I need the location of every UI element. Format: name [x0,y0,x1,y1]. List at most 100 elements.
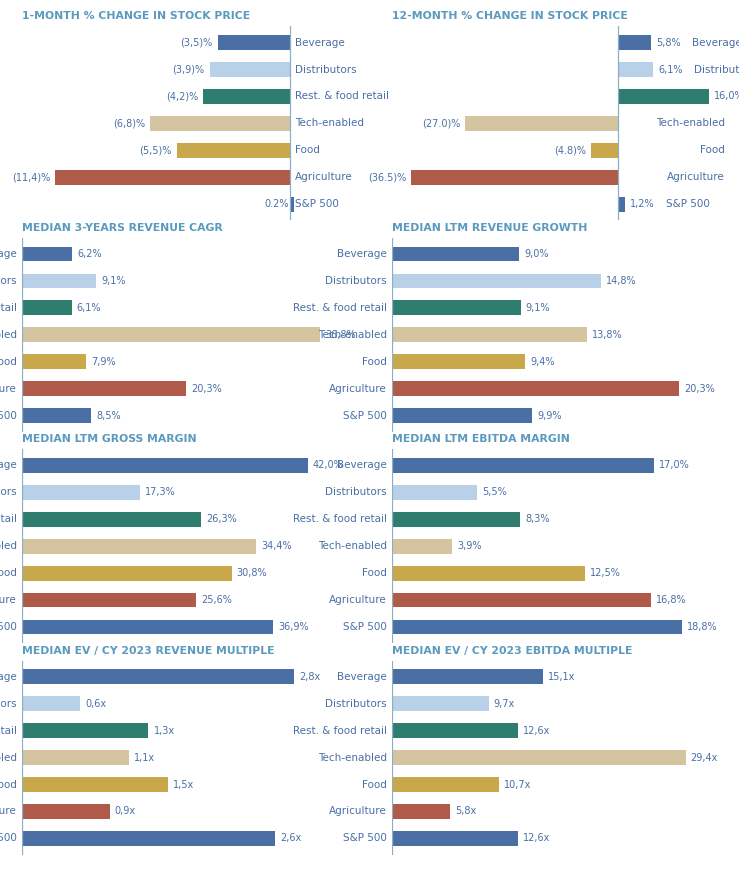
Text: 1,5x: 1,5x [173,780,194,789]
Bar [22,539,256,553]
Text: 9,9%: 9,9% [537,411,562,420]
Text: 3,9%: 3,9% [457,541,482,552]
Text: 12,6x: 12,6x [522,726,550,736]
Text: Rest. & food retail: Rest. & food retail [295,92,389,101]
Text: Tech-enabled: Tech-enabled [0,752,17,763]
Text: Rest. & food retail: Rest. & food retail [0,726,17,736]
Bar [22,273,96,288]
Text: S&P 500: S&P 500 [343,833,386,843]
Text: MEDIAN LTM REVENUE GROWTH: MEDIAN LTM REVENUE GROWTH [392,223,587,233]
Text: Tech-enabled: Tech-enabled [318,541,386,552]
Bar [392,328,588,342]
Text: S&P 500: S&P 500 [0,411,17,420]
Text: Food: Food [361,357,386,366]
Bar [22,512,201,527]
Bar [22,696,81,711]
Text: Tech-enabled: Tech-enabled [655,118,725,129]
Bar [177,143,290,158]
Text: Food: Food [361,568,386,578]
Bar [466,116,619,130]
Bar [392,354,525,369]
Text: (4,2)%: (4,2)% [166,92,198,101]
Text: Rest. & food retail: Rest. & food retail [293,726,386,736]
Bar [392,381,679,396]
Text: Tech-enabled: Tech-enabled [0,329,17,340]
Text: 2,6x: 2,6x [280,833,301,843]
Bar [22,619,273,634]
Text: 7,9%: 7,9% [91,357,116,366]
Text: Rest. & food retail: Rest. & food retail [0,515,17,524]
Text: 20,3%: 20,3% [191,383,222,394]
Text: (11,4)%: (11,4)% [12,172,50,182]
Text: Beverage: Beverage [692,38,739,48]
Bar [210,62,290,77]
Text: Agriculture: Agriculture [295,172,353,182]
Text: 15,1x: 15,1x [548,672,575,682]
Text: 9,0%: 9,0% [524,249,549,259]
Bar [392,408,532,423]
Text: Distributors: Distributors [325,276,386,286]
Text: Distributors: Distributors [0,699,17,709]
Text: MEDIAN EV / CY 2023 REVENUE MULTIPLE: MEDIAN EV / CY 2023 REVENUE MULTIPLE [22,646,275,655]
Bar [392,539,452,553]
Text: Food: Food [0,357,17,366]
Text: (3,9)%: (3,9)% [172,64,205,75]
Bar [392,593,651,608]
Text: 5,5%: 5,5% [482,487,506,498]
Text: 9,4%: 9,4% [530,357,554,366]
Text: Tech-enabled: Tech-enabled [0,541,17,552]
Text: (3,5)%: (3,5)% [180,38,213,48]
Text: Rest. & food retail: Rest. & food retail [0,303,17,313]
Bar [392,804,449,819]
Text: 8,5%: 8,5% [96,411,120,420]
Bar [218,35,290,50]
Text: 34,4%: 34,4% [261,541,292,552]
Text: MEDIAN LTM GROSS MARGIN: MEDIAN LTM GROSS MARGIN [22,434,197,444]
Bar [22,381,186,396]
Text: S&P 500: S&P 500 [666,199,709,209]
Text: Distributors: Distributors [325,487,386,498]
Text: (6,8)%: (6,8)% [112,118,145,129]
Text: 17,0%: 17,0% [659,461,690,470]
Text: S&P 500: S&P 500 [343,411,386,420]
Text: 13,8%: 13,8% [592,329,623,340]
Text: 26,3%: 26,3% [206,515,236,524]
Text: 0.2%: 0.2% [265,199,289,209]
Text: Agriculture: Agriculture [0,383,17,394]
Text: 5,8%: 5,8% [656,38,681,48]
Bar [203,89,290,104]
Bar [392,619,682,634]
Text: Beverage: Beverage [295,38,345,48]
Text: Beverage: Beverage [0,672,17,682]
Bar [22,670,294,685]
Text: 1,3x: 1,3x [154,726,174,736]
Bar [22,831,275,846]
Text: Distributors: Distributors [325,699,386,709]
Text: Food: Food [0,568,17,578]
Text: 9,7x: 9,7x [494,699,515,709]
Bar [392,670,542,685]
Bar [22,300,72,315]
Text: 9,1%: 9,1% [525,303,550,313]
Bar [22,458,307,473]
Bar [392,831,517,846]
Text: 42,0%: 42,0% [313,461,344,470]
Text: Tech-enabled: Tech-enabled [318,752,386,763]
Bar [22,328,320,342]
Text: 25,6%: 25,6% [201,595,232,605]
Text: Distributors: Distributors [694,64,739,75]
Text: 6,2%: 6,2% [78,249,102,259]
Text: (4.8)%: (4.8)% [554,145,586,155]
Text: 36,9%: 36,9% [278,622,309,632]
Text: Beverage: Beverage [337,672,386,682]
Bar [392,723,517,738]
Text: Beverage: Beverage [0,461,17,470]
Bar [392,512,520,527]
Bar [412,170,619,185]
Bar [619,196,625,211]
Bar [22,408,91,423]
Bar [392,458,654,473]
Bar [22,777,168,792]
Text: S&P 500: S&P 500 [343,622,386,632]
Text: Food: Food [0,780,17,789]
